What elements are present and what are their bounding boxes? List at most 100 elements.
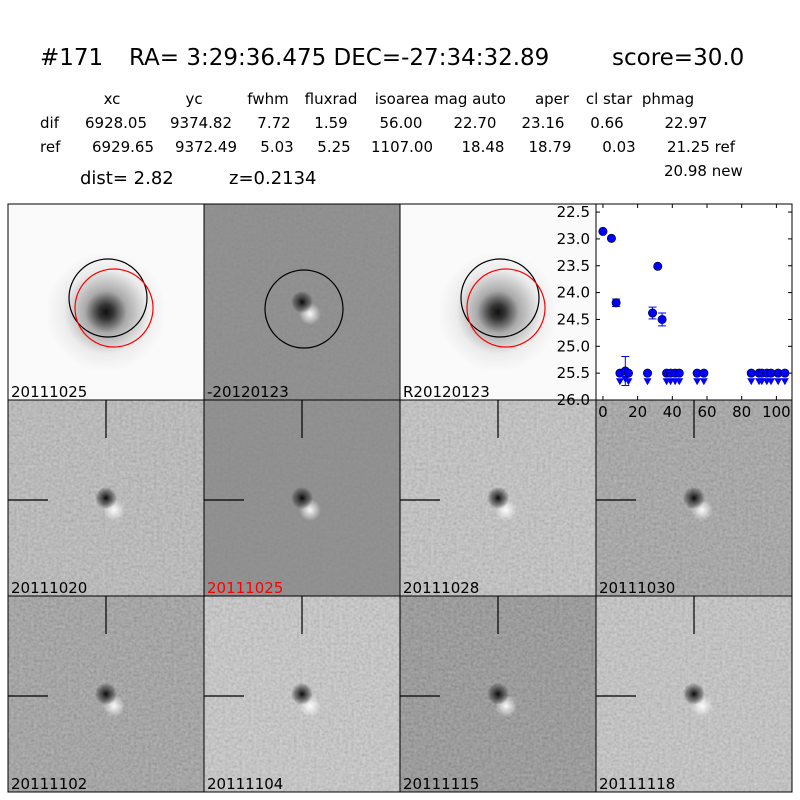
image-stamp: 20111118	[595, 595, 793, 793]
source-blob	[487, 683, 509, 705]
upper-limit-marker	[699, 378, 708, 386]
table-cell: 9372.49	[175, 138, 237, 156]
column-header: mag auto	[434, 90, 506, 108]
candidate-id: #171	[40, 45, 103, 71]
plot-area	[596, 204, 792, 400]
table-cell: 9374.82	[170, 114, 232, 132]
y-tick-label: 22.5	[557, 203, 590, 221]
column-header: yc	[185, 90, 202, 108]
stamp-date-label: 20111025	[207, 579, 283, 597]
galaxy-image	[46, 252, 166, 372]
table-cell: 0.03	[602, 138, 635, 156]
phmag-new: 20.98 new	[664, 162, 743, 180]
reference-circle	[466, 268, 546, 348]
stamp-date-label: 20111102	[11, 775, 87, 793]
column-header: isoarea	[375, 90, 430, 108]
image-stamp: -20120123	[203, 203, 401, 401]
y-tick-label: 24.0	[557, 284, 590, 302]
table-cell: 7.72	[257, 114, 290, 132]
data-point	[699, 368, 709, 378]
image-stamp: 20111030	[595, 399, 793, 597]
upper-limit-marker	[624, 378, 633, 386]
table-cell: 5.25	[317, 138, 350, 156]
image-stamp: R20120123	[399, 203, 597, 401]
data-point	[606, 233, 616, 243]
data-point	[598, 226, 608, 236]
source-blob	[95, 683, 117, 705]
x-tick-label: 0	[598, 403, 608, 421]
image-stamp: 20111025	[7, 203, 205, 401]
y-tick-label: 23.5	[557, 257, 590, 275]
table-cell: 18.48	[462, 138, 505, 156]
column-header: cl star	[586, 90, 633, 108]
upper-limit-marker	[643, 378, 652, 386]
table-cell: 6929.65	[92, 138, 154, 156]
data-point	[653, 261, 663, 271]
upper-limit-marker	[767, 378, 776, 386]
data-point	[643, 368, 653, 378]
stamp-date-label: 20111118	[599, 775, 675, 793]
redshift-value: z=0.2134	[229, 168, 317, 189]
plot-frame	[595, 203, 793, 401]
data-point	[611, 298, 621, 308]
table-cell: 21.25 ref	[667, 138, 736, 156]
row-label: ref	[40, 138, 61, 156]
reference-circle	[74, 268, 154, 348]
detection-circle	[460, 258, 540, 338]
row-label: dif	[40, 114, 60, 132]
x-tick-label: 60	[697, 403, 716, 421]
source-blob	[683, 487, 705, 509]
table-cell: 22.70	[454, 114, 497, 132]
table-cell: 22.97	[665, 114, 708, 132]
image-stamp: 20111025	[203, 399, 401, 597]
stamp-date-label: 20111020	[11, 579, 87, 597]
table-cell: 6928.05	[85, 114, 147, 132]
column-header: phmag	[642, 90, 694, 108]
upper-limit-marker	[615, 378, 624, 386]
y-tick-label: 25.0	[557, 337, 590, 355]
detection-circle	[264, 269, 344, 349]
image-stamp: 20111020	[7, 399, 205, 597]
image-stamps: 20111025 -20120123 R20120123 20111020 201110…	[7, 203, 793, 793]
source-blob	[291, 291, 313, 313]
detection-circle	[68, 258, 148, 338]
source-blob	[291, 487, 313, 509]
column-header: xc	[104, 90, 121, 108]
column-header: aper	[535, 90, 570, 108]
image-stamp: 20111028	[399, 399, 597, 597]
table-cell: 1107.00	[371, 138, 433, 156]
stamp-date-label: 20111025	[11, 383, 87, 401]
light-curve-chart: 0 20 40 60 80 100 22.5 23.0 23.5 24.0 24.5 25.0 25.5…	[557, 203, 793, 421]
data-point	[780, 368, 790, 378]
data-point	[648, 308, 658, 318]
x-tick-label: 100	[762, 403, 791, 421]
source-blob	[291, 683, 313, 705]
y-tick-label: 25.5	[557, 364, 590, 382]
coordinates: RA= 3:29:36.475 DEC=-27:34:32.89	[129, 45, 549, 71]
upper-limit-marker	[780, 378, 789, 386]
stamp-frame	[595, 595, 793, 793]
upper-limit-marker	[774, 378, 783, 386]
y-tick-label: 24.5	[557, 310, 590, 328]
image-stamp: 20111115	[399, 595, 597, 793]
table-cell: 0.66	[590, 114, 623, 132]
table-cell: 23.16	[522, 114, 565, 132]
stamp-date-label: -20120123	[207, 383, 289, 401]
data-point	[674, 368, 684, 378]
photometry-table: xc yc fwhm fluxrad isoarea mag auto aper cl sta…	[40, 90, 736, 156]
table-cell: 1.59	[314, 114, 347, 132]
upper-limit-marker	[747, 378, 756, 386]
image-stamp: 20111104	[203, 595, 401, 793]
y-tick-label: 23.0	[557, 230, 590, 248]
score: score=30.0	[612, 45, 744, 71]
x-tick-label: 80	[732, 403, 751, 421]
stamp-date-label: 20111104	[207, 775, 283, 793]
stamp-date-label: 20111028	[403, 579, 479, 597]
image-stamp: 20111102	[7, 595, 205, 793]
column-header: fluxrad	[305, 90, 358, 108]
table-cell: 5.03	[260, 138, 293, 156]
dist-value: dist= 2.82	[80, 168, 174, 189]
data-point	[623, 368, 633, 378]
